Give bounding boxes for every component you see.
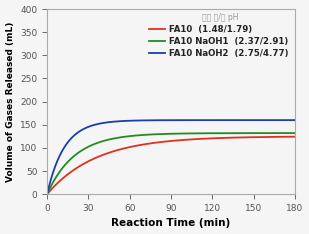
X-axis label: Reaction Time (min): Reaction Time (min) [111, 219, 231, 228]
Y-axis label: Volume of Gases Released (mL): Volume of Gases Released (mL) [6, 22, 15, 182]
Legend: FA10  (1.48/1.79), FA10 NaOH1  (2.37/2.91), FA10 NaOH2  (2.75/4.77): FA10 (1.48/1.79), FA10 NaOH1 (2.37/2.91)… [148, 11, 290, 60]
